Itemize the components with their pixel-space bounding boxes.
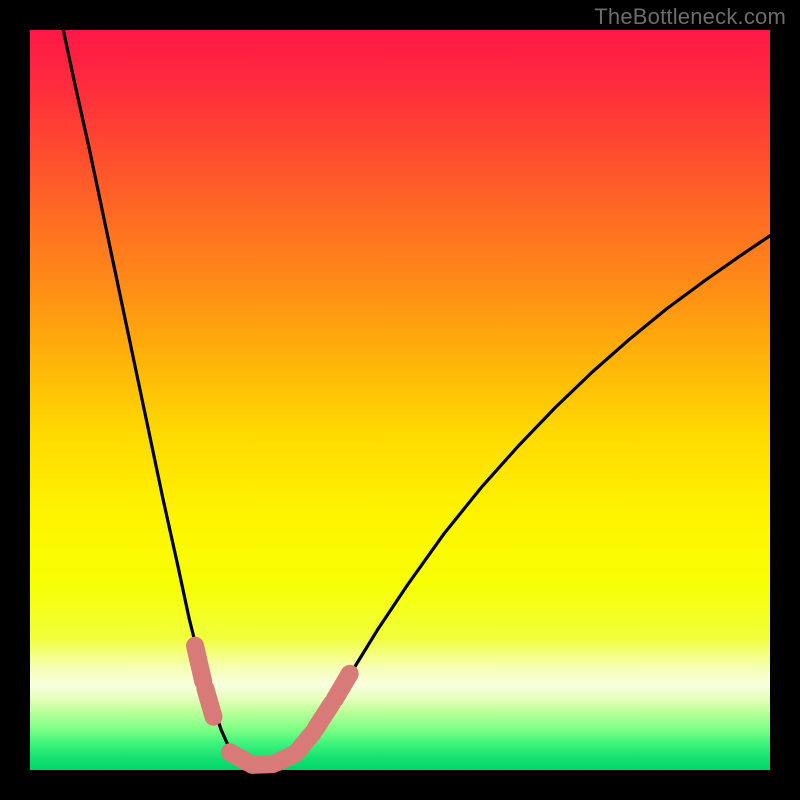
trough-markers (195, 646, 350, 765)
chart-frame: TheBottleneck.com (0, 0, 800, 800)
curve-layer (30, 30, 770, 770)
plot-area (30, 30, 770, 770)
bottleneck-curve (63, 30, 770, 766)
watermark-text: TheBottleneck.com (594, 4, 786, 30)
trough-marker (335, 674, 350, 699)
trough-marker (205, 689, 213, 717)
trough-marker (195, 646, 203, 682)
trough-marker (316, 703, 332, 728)
